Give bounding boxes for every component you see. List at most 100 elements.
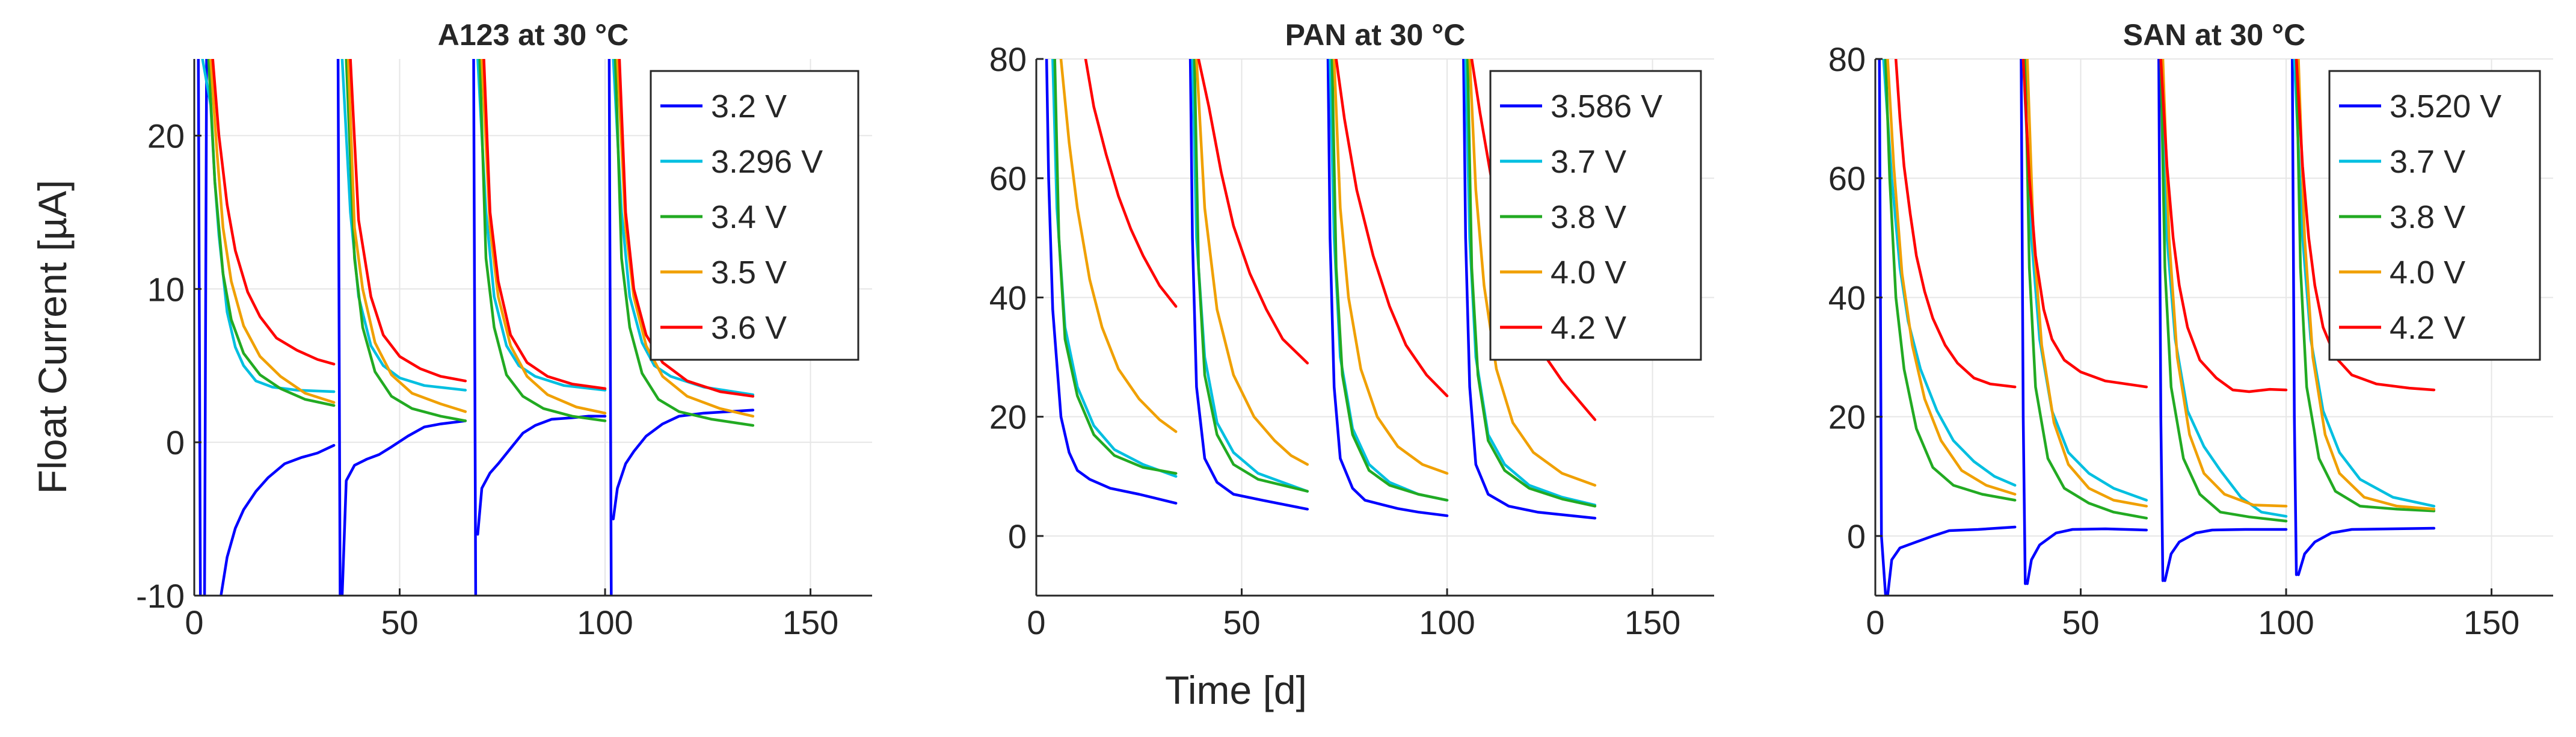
- legend-label-4-2-v: 4.2 V: [2390, 310, 2465, 346]
- y-tick-label: 60: [1828, 159, 1866, 197]
- legend-label-3-8-v: 3.8 V: [2390, 199, 2465, 235]
- series-3-6-v-line: [211, 59, 336, 366]
- y-tick-label: 0: [1008, 517, 1027, 555]
- series-4-2-v-line: [2021, 59, 2148, 389]
- series-3-8-v-line: [1330, 59, 1449, 502]
- legend-label-3-6-v: 3.6 V: [711, 310, 787, 346]
- series-4-2-v-line: [1894, 59, 2017, 389]
- series-3-4-v-line: [613, 59, 755, 427]
- x-tick-label: 50: [2062, 603, 2099, 641]
- series-4-0-v-line: [1468, 59, 1597, 487]
- series-4-0-v-line: [1059, 59, 1178, 433]
- legend-label-4-2-v: 4.2 V: [1551, 310, 1626, 346]
- y-tick-label: 40: [1828, 279, 1866, 316]
- series-3-520-v-line: [2297, 526, 2436, 576]
- legend-label-3-7-v: 3.7 V: [1551, 144, 1626, 180]
- series-3-5-v-line: [616, 59, 755, 418]
- x-tick-label: 150: [1625, 603, 1680, 641]
- series-3-520-v-line: [2163, 528, 2288, 582]
- y-tick-label: 10: [147, 270, 185, 308]
- legend: 3.520 V 3.7 V 3.8 V 4.0 V 4.2 V: [2328, 70, 2541, 361]
- y-axis-label: Float Current [µA]: [30, 180, 75, 494]
- series-3-296-v-line: [476, 59, 607, 392]
- series-3-2-v-line: [612, 409, 755, 520]
- series-4-2-v-line: [1084, 59, 1178, 308]
- x-tick-label: 50: [381, 603, 418, 641]
- x-tick-label: 100: [577, 603, 633, 641]
- series-3-520-v-line: [2157, 59, 2165, 582]
- panel-title: A123 at 30 °C: [438, 18, 629, 52]
- panel-pan: 0 50 100 150 0 20 40 60 80 PAN at 30 °C 3.586 V 3.7…: [989, 18, 1714, 641]
- series-3-586-v-line: [1045, 59, 1178, 505]
- series-3-6-v-line: [482, 59, 607, 390]
- x-tick-label: 0: [1027, 603, 1045, 641]
- series-3-8-v-line: [2024, 59, 2148, 520]
- x-tick-label: 150: [2464, 603, 2519, 641]
- series-3-8-v-line: [1466, 59, 1597, 508]
- series-group: [1878, 59, 2436, 596]
- series-3-520-v-line: [2291, 59, 2298, 576]
- y-tick-label: 80: [1828, 40, 1866, 78]
- legend-label-3-7-v: 3.7 V: [2390, 144, 2465, 180]
- series-3-7-v-line: [2293, 59, 2436, 508]
- series-4-0-v-line: [2161, 59, 2288, 508]
- series-3-5-v-line: [480, 59, 607, 415]
- series-3-2-v-line: [340, 419, 467, 596]
- legend-label-4-0-v: 4.0 V: [1551, 254, 1626, 291]
- legend-label-3-8-v: 3.8 V: [1551, 199, 1626, 235]
- panel-title: SAN at 30 °C: [2123, 18, 2305, 52]
- series-group: [197, 59, 755, 596]
- y-tick-label: -10: [136, 577, 185, 615]
- legend-label-3-5-v: 3.5 V: [711, 254, 787, 291]
- series-3-2-v-line: [472, 59, 478, 596]
- legend: 3.2 V 3.296 V 3.4 V 3.5 V 3.6 V: [650, 70, 859, 361]
- legend-label-3-586-v: 3.586 V: [1551, 88, 1662, 125]
- series-3-520-v-line: [2020, 59, 2027, 585]
- x-tick-label: 50: [1223, 603, 1260, 641]
- panel-title: PAN at 30 °C: [1285, 18, 1466, 52]
- series-4-2-v-line: [2159, 59, 2288, 393]
- series-3-2-v-line: [607, 59, 613, 596]
- legend-label-4-0-v: 4.0 V: [2390, 254, 2465, 291]
- y-tick-label: 20: [1828, 398, 1866, 436]
- legend-label-3-4-v: 3.4 V: [711, 199, 787, 235]
- series-4-2-v-line: [1335, 59, 1449, 398]
- legend-label-3-2-v: 3.2 V: [711, 88, 787, 125]
- series-4-0-v-line: [1886, 59, 2017, 496]
- legend: 3.586 V 3.7 V 3.8 V 4.0 V 4.2 V: [1489, 70, 1702, 361]
- y-tick-label: 80: [989, 40, 1027, 78]
- series-4-0-v-line: [1332, 59, 1449, 475]
- series-3-4-v-line: [207, 59, 336, 407]
- series-3-7-v-line: [1882, 59, 2017, 487]
- x-tick-label: 0: [1866, 603, 1884, 641]
- series-3-586-v-line: [1326, 59, 1449, 517]
- y-tick-label: 60: [989, 159, 1027, 197]
- x-tick-label: 100: [2258, 603, 2314, 641]
- series-3-4-v-line: [478, 59, 607, 422]
- series-3-7-v-line: [2021, 59, 2148, 502]
- y-tick-label: 0: [166, 424, 185, 461]
- legend-label-3-296-v: 3.296 V: [711, 144, 823, 180]
- series-4-0-v-line: [1195, 59, 1309, 466]
- series-3-8-v-line: [1193, 59, 1309, 493]
- series-3-2-v-line: [197, 59, 202, 596]
- series-3-520-v-line: [1886, 525, 2017, 596]
- legend-label-3-520-v: 3.520 V: [2390, 88, 2501, 125]
- x-tick-label: 100: [1419, 603, 1475, 641]
- series-3-586-v-line: [1188, 59, 1309, 511]
- x-tick-label: 150: [782, 603, 838, 641]
- panel-san: 0 50 100 150 0 20 40 60 80 SAN at 30 °C 3.520 V 3.7…: [1828, 18, 2553, 641]
- series-3-8-v-line: [2159, 59, 2288, 523]
- y-tick-label: 0: [1847, 517, 1866, 555]
- series-4-2-v-line: [1197, 59, 1309, 365]
- x-axis-label: Time [d]: [1165, 668, 1307, 712]
- series-3-6-v-line: [349, 59, 467, 383]
- series-3-7-v-line: [2159, 59, 2288, 518]
- y-tick-label: 40: [989, 279, 1027, 316]
- series-3-8-v-line: [2295, 59, 2436, 513]
- series-3-8-v-line: [1884, 59, 2017, 502]
- series-3-520-v-line: [2026, 527, 2148, 585]
- series-3-586-v-line: [1462, 59, 1597, 520]
